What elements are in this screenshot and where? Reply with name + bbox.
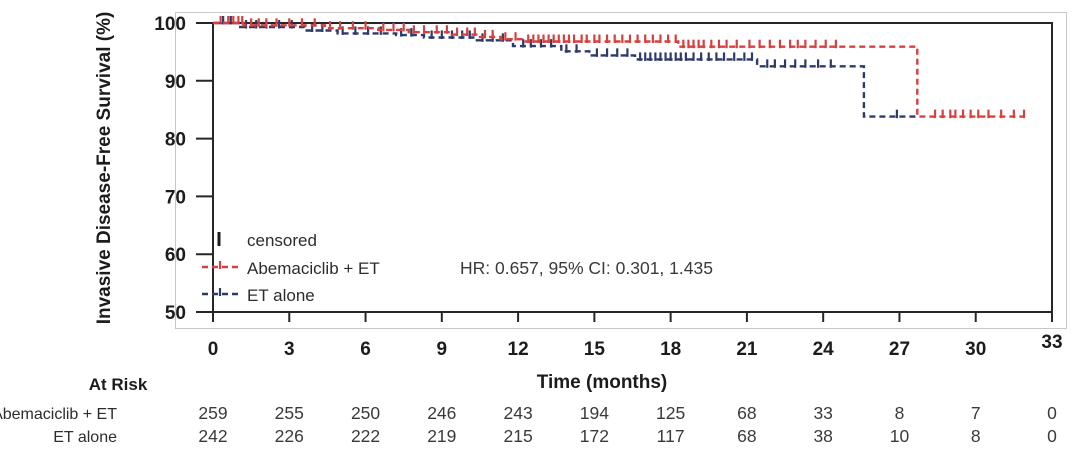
x-tick-label: 15 (584, 339, 606, 360)
at-risk-count: 8 (895, 403, 905, 423)
x-axis-ticks: 0 3 6 9 12 15 18 21 24 27 30 33 (208, 312, 1063, 360)
at-risk-count: 242 (198, 426, 227, 446)
at-risk-row-label-abemaciclib: Abemaciclib + ET (0, 406, 117, 423)
at-risk-header: At Risk (89, 375, 148, 394)
legend-item-et-alone: ET alone (202, 286, 315, 305)
plot-frame (212, 22, 1053, 313)
at-risk-count: 219 (427, 426, 456, 446)
y-tick-label: 70 (165, 187, 186, 208)
curve-et-alone (213, 21, 918, 118)
at-risk-count: 194 (580, 403, 609, 423)
at-risk-count: 125 (656, 403, 685, 423)
at-risk-count: 68 (737, 426, 756, 446)
at-risk-count: 38 (813, 426, 832, 446)
x-tick-label: 33 (1041, 332, 1062, 353)
at-risk-count: 246 (427, 403, 456, 423)
x-tick-label: 18 (660, 339, 681, 360)
at-risk-row-label-et-alone: ET alone (53, 429, 117, 446)
at-risk-counts: 259 255 250 246 243 194 125 68 33 8 7 0 242 226 222 219… (198, 403, 1057, 446)
legend-item-abemaciclib: Abemaciclib + ET (202, 259, 380, 278)
x-tick-label: 3 (284, 339, 295, 360)
legend-label-et-alone: ET alone (247, 286, 315, 305)
at-risk-count: 172 (580, 426, 609, 446)
at-risk-count: 33 (813, 403, 832, 423)
curve-abemaciclib (213, 21, 1024, 118)
at-risk-count: 226 (275, 426, 304, 446)
x-tick-label: 6 (360, 339, 371, 360)
y-axis-ticks: 100 90 80 70 60 50 (154, 14, 213, 324)
x-axis-title: Time (months) (537, 372, 668, 393)
y-tick-label: 50 (165, 303, 186, 324)
y-tick-label: 80 (165, 130, 186, 151)
x-tick-label: 24 (813, 339, 835, 360)
at-risk-count: 255 (275, 403, 304, 423)
at-risk-count: 215 (503, 426, 532, 446)
at-risk-count: 243 (503, 403, 532, 423)
at-risk-count: 0 (1047, 426, 1057, 446)
at-risk-count: 222 (351, 426, 380, 446)
at-risk-count: 0 (1047, 403, 1057, 423)
y-axis-title: Invasive Disease-Free Survival (%) (94, 12, 115, 325)
at-risk-count: 250 (351, 403, 380, 423)
at-risk-table: At Risk Time (months) Abemaciclib + ET E… (0, 372, 1057, 446)
legend-censored-label: censored (247, 231, 317, 250)
y-tick-label: 100 (154, 14, 186, 35)
at-risk-count: 10 (890, 426, 910, 446)
legend-label-abemaciclib: Abemaciclib + ET (247, 259, 380, 278)
x-tick-label: 21 (736, 339, 758, 360)
x-tick-label: 30 (965, 339, 986, 360)
at-risk-count: 117 (657, 426, 685, 446)
y-tick-label: 90 (165, 72, 186, 93)
survival-curves (213, 16, 1026, 119)
at-risk-count: 68 (737, 403, 756, 423)
x-tick-label: 12 (508, 339, 529, 360)
x-tick-label: 0 (208, 339, 219, 360)
legend: censored Abemaciclib + ET ET alone (202, 231, 380, 305)
y-tick-label: 60 (165, 245, 186, 266)
x-tick-label: 9 (437, 339, 448, 360)
at-risk-count: 259 (198, 403, 227, 423)
at-risk-count: 8 (971, 426, 981, 446)
plot-outer-border (175, 12, 1067, 329)
hr-annotation: HR: 0.657, 95% CI: 0.301, 1.435 (460, 258, 713, 278)
x-tick-label: 27 (889, 339, 910, 360)
at-risk-count: 7 (971, 403, 981, 423)
